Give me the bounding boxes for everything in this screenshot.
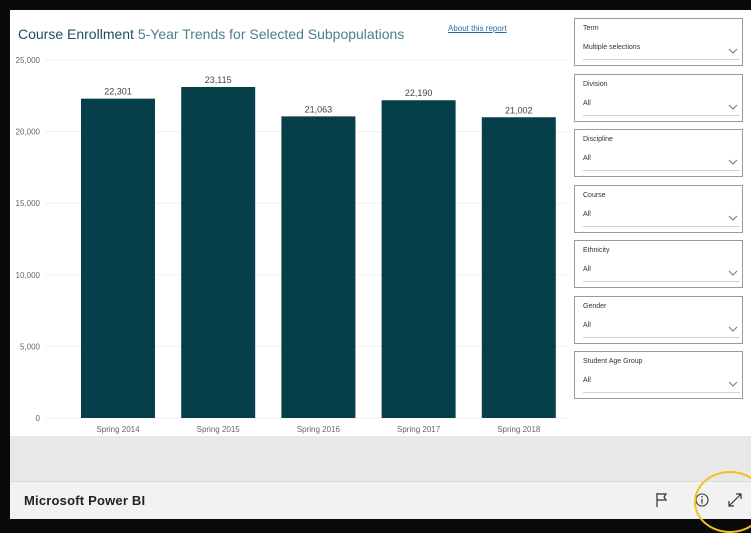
report-title-sub: 5-Year Trends for Selected Subpopulation… bbox=[133, 26, 405, 42]
bar-value-label: 21,002 bbox=[505, 105, 533, 115]
slicer-student-age-group: Student Age Group All bbox=[574, 351, 743, 399]
slicer-value: All bbox=[583, 99, 591, 107]
bar-spring-2017[interactable] bbox=[381, 100, 456, 418]
chevron-down-icon bbox=[728, 376, 738, 387]
report-bottom-band bbox=[10, 436, 751, 481]
bar-value-label: 22,190 bbox=[405, 88, 433, 98]
slicer-dropdown-ethnicity[interactable]: All bbox=[583, 263, 740, 282]
y-tick-label: 0 bbox=[36, 414, 41, 423]
chevron-down-icon bbox=[728, 154, 738, 165]
slicer-division: Division All bbox=[574, 73, 743, 122]
slicer-term: Term Multiple selections bbox=[574, 18, 743, 66]
highlight-ellipse bbox=[694, 471, 751, 533]
slicer-course: Course All bbox=[574, 184, 743, 233]
slicer-title: Course bbox=[583, 191, 606, 199]
bar-spring-2015[interactable] bbox=[181, 86, 256, 419]
slicer-value: All bbox=[583, 321, 591, 329]
slicer-dropdown-division[interactable]: All bbox=[583, 97, 740, 116]
chevron-down-icon bbox=[728, 210, 738, 221]
slicer-discipline: Discipline All bbox=[574, 129, 743, 177]
powerbi-footer: Microsoft Power BI bbox=[10, 481, 751, 519]
x-tick-label: Spring 2018 bbox=[497, 425, 541, 434]
y-tick-label: 20,000 bbox=[16, 128, 41, 137]
chevron-down-icon bbox=[728, 99, 738, 110]
about-report-link[interactable]: About this report bbox=[448, 24, 507, 33]
chevron-down-icon bbox=[728, 265, 738, 276]
x-tick-label: Spring 2015 bbox=[197, 425, 241, 434]
y-tick-label: 5,000 bbox=[20, 342, 41, 351]
y-tick-label: 15,000 bbox=[16, 199, 41, 208]
chevron-down-icon bbox=[728, 43, 738, 54]
bar-value-label: 23,115 bbox=[205, 75, 232, 85]
report-canvas: Course Enrollment 5-Year Trends for Sele… bbox=[10, 10, 751, 436]
slicer-value: All bbox=[583, 210, 591, 218]
x-tick-label: Spring 2016 bbox=[297, 425, 341, 434]
bar-value-label: 21,063 bbox=[305, 104, 333, 114]
slicer-value: Multiple selections bbox=[583, 44, 641, 51]
x-tick-label: Spring 2017 bbox=[397, 425, 441, 434]
y-tick-label: 25,000 bbox=[16, 56, 41, 65]
slicer-dropdown-term[interactable]: Multiple selections bbox=[583, 41, 740, 60]
app-name: Microsoft Power BI bbox=[24, 493, 146, 508]
slicer-ethnicity: Ethnicity All bbox=[574, 240, 743, 288]
slicer-dropdown-discipline[interactable]: All bbox=[583, 152, 740, 171]
slicer-dropdown-gender[interactable]: All bbox=[583, 319, 740, 338]
flag-icon[interactable] bbox=[653, 491, 671, 509]
slicer-gender: Gender All bbox=[574, 295, 743, 344]
slicer-dropdown-student-age-group[interactable]: All bbox=[583, 374, 740, 393]
bar-spring-2018[interactable] bbox=[481, 117, 556, 419]
report-title: Course Enrollment 5-Year Trends for Sele… bbox=[18, 26, 404, 42]
slicer-value: All bbox=[583, 377, 591, 384]
slicer-title: Discipline bbox=[583, 136, 613, 143]
slicer-title: Division bbox=[583, 80, 608, 88]
slicer-dropdown-course[interactable]: All bbox=[583, 208, 740, 227]
bar-value-label: 22,301 bbox=[104, 87, 132, 97]
slicer-title: Student Age Group bbox=[583, 358, 643, 365]
slicer-value: All bbox=[583, 155, 591, 162]
slicer-title: Term bbox=[583, 25, 599, 32]
bar-spring-2014[interactable] bbox=[81, 98, 155, 418]
chevron-down-icon bbox=[728, 321, 738, 332]
slicer-title: Gender bbox=[583, 302, 607, 310]
report-title-main: Course Enrollment bbox=[18, 26, 134, 42]
x-tick-label: Spring 2014 bbox=[96, 425, 140, 434]
enrollment-bar-chart: 0 5,000 10,000 15,000 20,000 25,000 22,301 Spri… bbox=[16, 56, 566, 434]
y-tick-label: 10,000 bbox=[16, 271, 41, 280]
bar-spring-2016[interactable] bbox=[281, 116, 356, 418]
slicer-value: All bbox=[583, 266, 591, 273]
slicer-title: Ethnicity bbox=[583, 247, 610, 254]
